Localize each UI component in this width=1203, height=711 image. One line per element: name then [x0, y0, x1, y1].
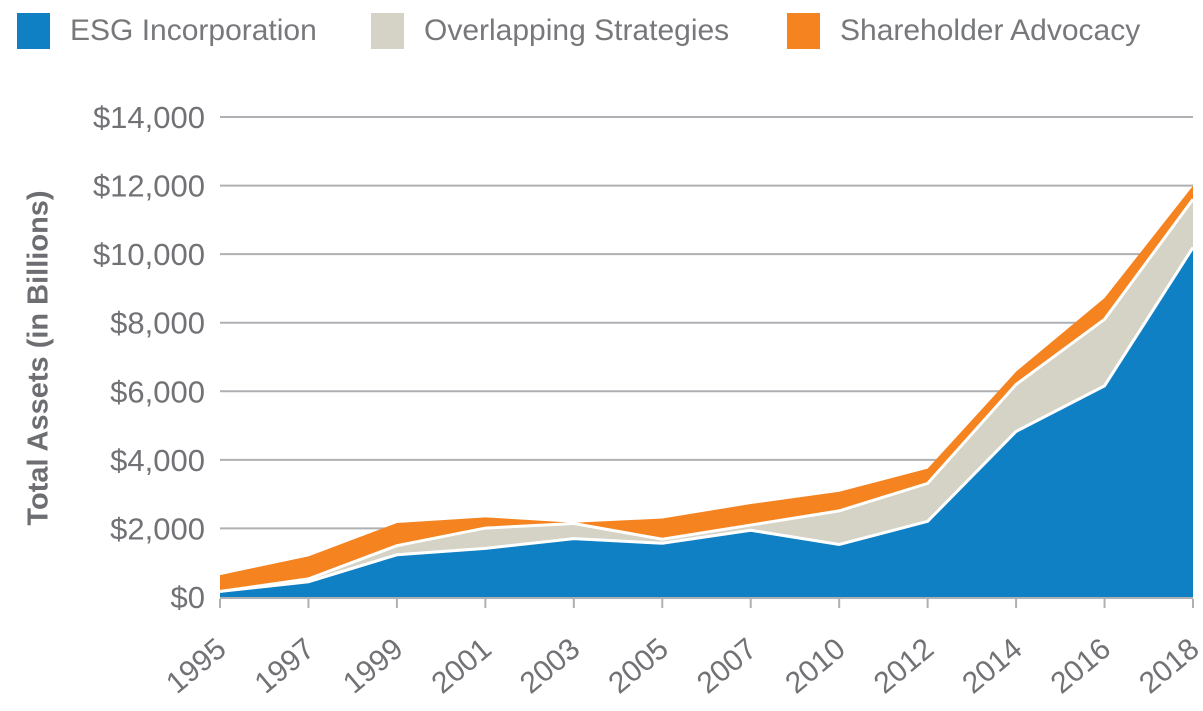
area-esg-incorporation [220, 247, 1193, 597]
x-tick-label: 2001 [426, 632, 498, 700]
y-tick-label: $8,000 [110, 306, 205, 341]
legend-label-overlapping-strategies: Overlapping Strategies [424, 14, 730, 47]
x-tick-label: 2012 [868, 632, 940, 700]
x-tick-label: 2016 [1045, 632, 1117, 700]
x-tick-label: 1999 [337, 632, 409, 700]
x-tick-label: 2007 [691, 632, 763, 700]
band-separator [219, 198, 1195, 593]
legend-label-shareholder-advocacy: Shareholder Advocacy [840, 14, 1141, 47]
x-tick-label: 2003 [514, 632, 586, 700]
legend-swatch-overlapping-strategies [371, 13, 404, 49]
legend-label-esg-incorporation: ESG Incorporation [70, 14, 317, 47]
legend-item-esg-incorporation: ESG Incorporation [17, 12, 317, 50]
x-tick-label: 1997 [249, 632, 321, 700]
y-tick-label: $12,000 [93, 169, 205, 204]
y-tick-label: $10,000 [93, 237, 205, 272]
y-tick-label: $0 [171, 580, 205, 615]
y-tick-label: $14,000 [93, 100, 205, 135]
x-tick-label: 2014 [956, 632, 1028, 700]
legend-item-shareholder-advocacy: Shareholder Advocacy [787, 12, 1140, 50]
legend-item-overlapping-strategies: Overlapping Strategies [371, 12, 729, 50]
y-axis-title: Total Assets (in Billions) [22, 190, 55, 526]
chart-legend: ESG Incorporation Overlapping Strategies… [0, 0, 1203, 64]
band-separator [219, 246, 1195, 593]
legend-swatch-esg-incorporation [17, 13, 50, 49]
legend-swatch-shareholder-advocacy [787, 13, 820, 49]
x-tick-label: 2005 [602, 632, 674, 700]
y-tick-label: $2,000 [110, 511, 205, 546]
x-tick-label: 2010 [779, 632, 851, 700]
x-tick-label: 1995 [160, 632, 232, 700]
x-tick-label: 2018 [1133, 632, 1203, 700]
y-tick-label: $4,000 [110, 443, 205, 478]
y-tick-label: $6,000 [110, 374, 205, 409]
